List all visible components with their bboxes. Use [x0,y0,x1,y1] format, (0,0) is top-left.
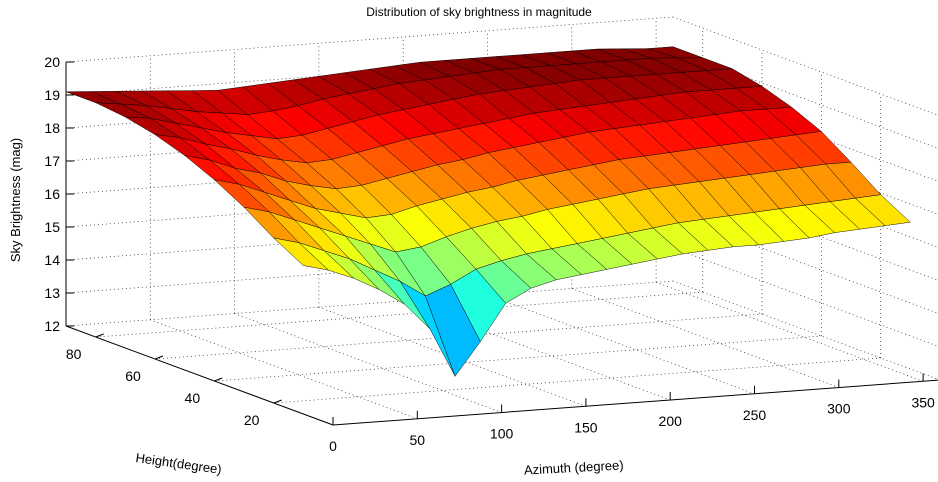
z-tick-label: 14 [44,252,60,268]
z-axis-label: Sky Brightness (mag) [8,138,23,262]
x-tick-label: 350 [911,394,935,410]
grid-line [655,281,924,382]
grid-line [95,291,703,338]
z-tick-label: 19 [44,87,60,103]
x-tick-label: 100 [490,426,514,442]
z-tick-label: 15 [44,219,60,235]
y-tick-mark [154,355,164,360]
y-tick-label: 20 [244,412,260,428]
x-tick-label: 200 [659,413,683,429]
z-tick-label: 13 [44,285,60,301]
grid-line [571,288,839,388]
grid-line [214,335,822,382]
x-tick-label: 0 [329,438,337,454]
grid-line [65,16,674,63]
z-tick-label: 12 [44,318,60,334]
surface-cell [855,194,911,226]
y-axis-line [65,325,334,426]
y-tick-label: 80 [66,346,82,362]
y-tick-mark [95,333,104,338]
x-tick-label: 50 [410,432,426,448]
y-tick-mark [214,377,223,382]
y-tick-mark [273,399,282,404]
z-tick-labels: 12 13 14 15 16 17 18 19 20 [44,54,60,334]
z-tick-label: 18 [44,120,60,136]
y-axis-label: Height(degree) [135,450,223,477]
z-tick-label: 16 [44,186,60,202]
x-axis-label: Azimuth (degree) [524,457,624,477]
y-tick-labels: 20 40 60 80 [66,346,260,428]
x-tick-label: 150 [574,419,598,435]
x-tick-label: 300 [827,401,851,417]
grid-line [487,294,755,395]
chart-title: Distribution of sky brightness in magnit… [366,5,592,19]
grid-line [672,247,938,347]
x-tick-label: 250 [743,407,767,423]
axes [65,61,938,426]
grid-line [672,280,938,380]
y-tick-label: 60 [125,368,141,384]
y-tick-label: 40 [185,390,201,406]
z-tick-label: 20 [44,54,60,70]
x-tick-labels: 0 50 100 150 200 250 300 350 [329,394,935,454]
surface-mesh [65,46,911,377]
z-tick-label: 17 [44,153,60,169]
grid-line [273,357,881,404]
grid-line [65,280,674,327]
